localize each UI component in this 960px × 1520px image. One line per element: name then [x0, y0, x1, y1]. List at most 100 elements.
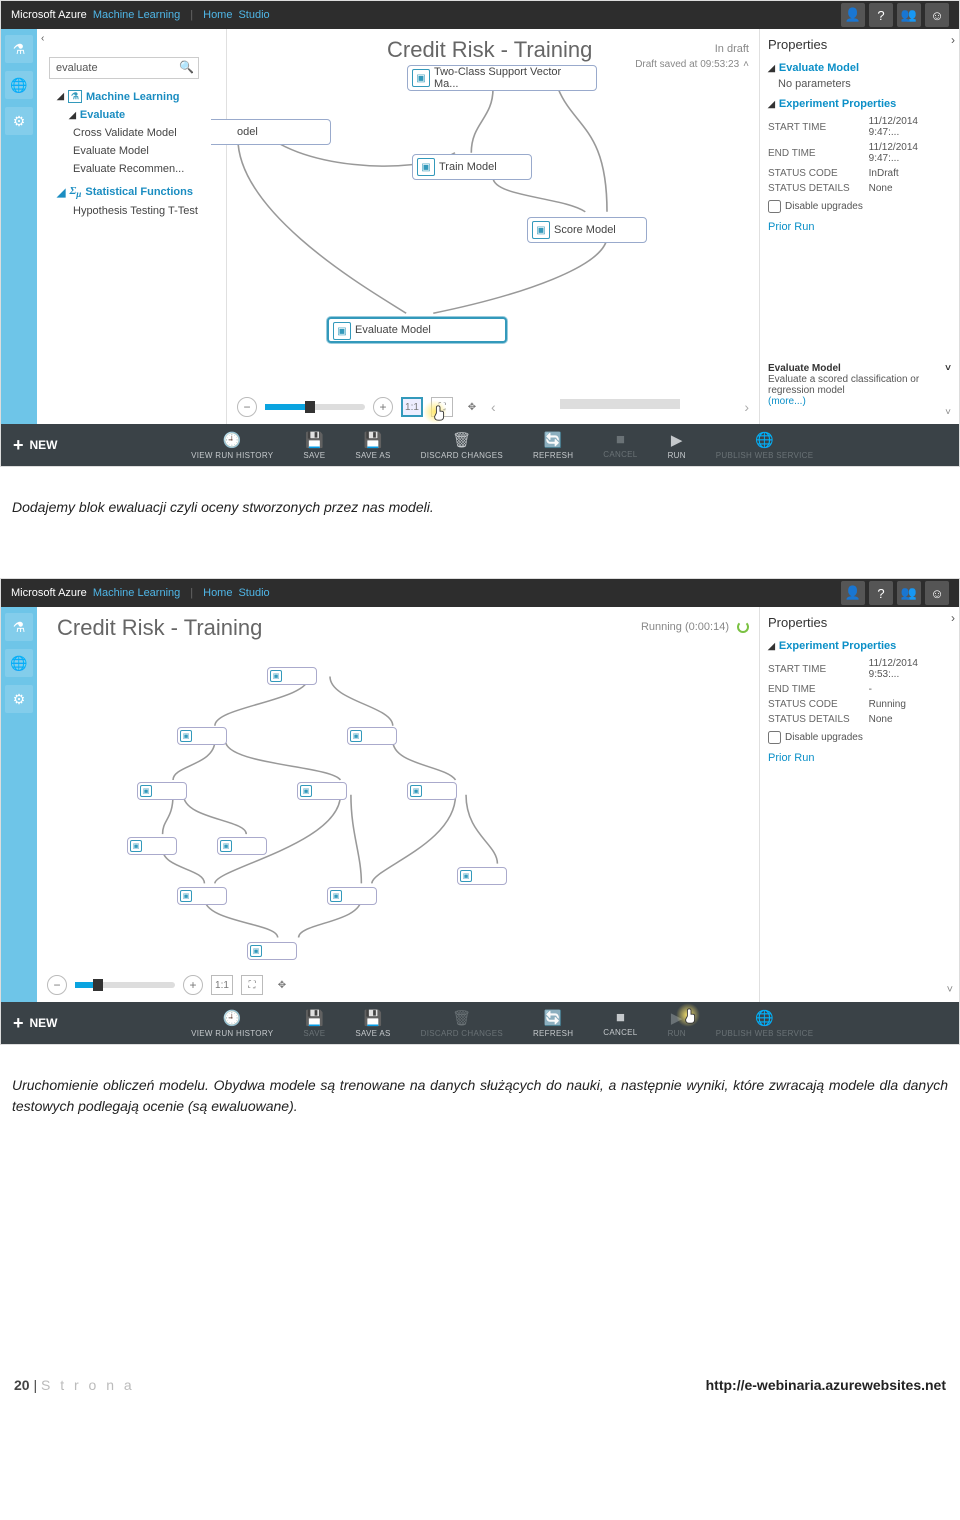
save-button[interactable]: 💾SAVE [303, 431, 325, 460]
publish-button[interactable]: 🌐PUBLISH WEB SERVICE [716, 1009, 814, 1038]
caption-1: Dodajemy blok ewaluacji czyli oceny stwo… [12, 497, 948, 518]
pan-button[interactable]: ✥ [271, 975, 293, 995]
nav-studio[interactable]: Studio [238, 587, 269, 599]
save-as-button[interactable]: 💾SAVE AS [355, 1009, 390, 1038]
zoom-slider[interactable] [265, 404, 365, 410]
module-palette: ‹ 🔍 ◢⚗Machine Learning ◢Evaluate Cross V… [37, 29, 227, 424]
view-run-history-button[interactable]: 🕘VIEW RUN HISTORY [191, 431, 273, 460]
globe-icon[interactable]: 🌐 [5, 71, 33, 99]
node-evaluate-model[interactable]: ▣Evaluate Model [327, 317, 507, 343]
help-icon[interactable]: ? [869, 581, 893, 605]
node-tiny[interactable]: ▣ [127, 837, 177, 855]
node-train-model[interactable]: ▣Train Model [412, 154, 532, 180]
tree-evaluate-group[interactable]: ◢Evaluate [47, 106, 220, 124]
experiment-canvas[interactable]: Credit Risk - Training In draft Draft sa… [227, 29, 759, 424]
tree-cross-validate[interactable]: Cross Validate Model [47, 124, 220, 142]
refresh-button[interactable]: 🔄REFRESH [533, 431, 573, 460]
cancel-button[interactable]: ■CANCEL [603, 431, 637, 460]
zoom-fit-button[interactable]: 1:1 [401, 397, 423, 417]
collapse-properties-icon[interactable]: › [951, 611, 955, 625]
node-tiny[interactable]: ▣ [177, 887, 227, 905]
node-tiny[interactable]: ▣ [297, 782, 347, 800]
node-tiny[interactable]: ▣ [267, 667, 317, 685]
prior-run-link[interactable]: Prior Run [768, 221, 951, 233]
smile-icon[interactable]: ☺ [925, 581, 949, 605]
zoom-slider[interactable] [75, 982, 175, 988]
scroll-left-icon[interactable]: ‹ [491, 399, 496, 415]
zoom-actual-button[interactable]: ⛶ [241, 975, 263, 995]
community-icon[interactable]: 👥 [897, 3, 921, 27]
node-tiny[interactable]: ▣ [457, 867, 507, 885]
chevron-down-icon[interactable]: ˅ [947, 984, 953, 996]
view-run-history-button[interactable]: 🕘VIEW RUN HISTORY [191, 1009, 273, 1038]
cancel-button[interactable]: ■CANCEL [603, 1009, 637, 1038]
disable-upgrades-checkbox[interactable]: Disable upgrades [768, 200, 951, 213]
flask-icon[interactable]: ⚗ [5, 613, 33, 641]
run-button[interactable]: ▶RUN [668, 431, 686, 460]
collapse-properties-icon[interactable]: › [951, 33, 955, 47]
node-tiny[interactable]: ▣ [137, 782, 187, 800]
gear-icon[interactable]: ⚙ [5, 685, 33, 713]
page-footer: 20 | S t r o n a http://e-webinaria.azur… [0, 1377, 960, 1413]
flask-icon[interactable]: ⚗ [5, 35, 33, 63]
experiment-canvas[interactable]: Credit Risk - Training Running (0:00:14) [37, 607, 759, 1002]
node-partial[interactable]: odel [211, 119, 331, 145]
user-icon[interactable]: 👤 [841, 3, 865, 27]
new-button[interactable]: +NEW [13, 1013, 58, 1034]
pan-button[interactable]: ✥ [461, 397, 483, 417]
save-button[interactable]: 💾SAVE [303, 1009, 325, 1038]
tree-statistical-functions[interactable]: ◢ΣμStatistical Functions [47, 182, 220, 202]
nav-home[interactable]: Home [203, 9, 232, 21]
collapse-palette-icon[interactable]: ‹ [41, 33, 44, 44]
chevron-down-icon[interactable]: ˅ [768, 407, 951, 418]
node-tiny[interactable]: ▣ [327, 887, 377, 905]
publish-button[interactable]: 🌐PUBLISH WEB SERVICE [716, 431, 814, 460]
refresh-button[interactable]: 🔄REFRESH [533, 1009, 573, 1038]
tree-evaluate-recommen[interactable]: Evaluate Recommen... [47, 160, 220, 178]
experiment-properties-section[interactable]: ◢Experiment Properties [768, 640, 951, 652]
evaluate-model-section[interactable]: ◢Evaluate Model [768, 62, 951, 74]
tree-evaluate-model[interactable]: Evaluate Model [47, 142, 220, 160]
smile-icon[interactable]: ☺ [925, 3, 949, 27]
node-tiny[interactable]: ▣ [247, 942, 297, 960]
azure-ml-screenshot-1: Microsoft Azure Machine Learning | Home … [0, 0, 960, 467]
left-rail: ⚗ 🌐 ⚙ [1, 607, 37, 1002]
more-link[interactable]: (more...) [768, 396, 806, 407]
properties-table: START TIME11/12/2014 9:53:... END TIME- … [768, 656, 951, 727]
zoom-in-button[interactable]: + [373, 397, 393, 417]
nav-studio[interactable]: Studio [238, 9, 269, 21]
tree-machine-learning[interactable]: ◢⚗Machine Learning [47, 87, 220, 106]
search-input[interactable] [49, 57, 199, 79]
discard-button[interactable]: 🗑DISCARD CHANGES [421, 431, 503, 460]
nav-home[interactable]: Home [203, 587, 232, 599]
disable-upgrades-checkbox[interactable]: Disable upgrades [768, 731, 951, 744]
node-svm[interactable]: ▣Two-Class Support Vector Ma... [407, 65, 597, 91]
save-as-button[interactable]: 💾SAVE AS [355, 431, 390, 460]
user-icon[interactable]: 👤 [841, 581, 865, 605]
tree-hypothesis[interactable]: Hypothesis Testing T-Test [47, 202, 220, 220]
community-icon[interactable]: 👥 [897, 581, 921, 605]
gear-icon[interactable]: ⚙ [5, 107, 33, 135]
new-button[interactable]: +NEW [13, 435, 58, 456]
discard-button[interactable]: 🗑DISCARD CHANGES [421, 1009, 503, 1038]
node-tiny[interactable]: ▣ [177, 727, 227, 745]
zoom-out-button[interactable]: − [47, 975, 67, 995]
node-score-model[interactable]: ▣Score Model [527, 217, 647, 243]
run-button[interactable]: ▶RUN [668, 1009, 686, 1038]
zoom-out-button[interactable]: − [237, 397, 257, 417]
node-tiny[interactable]: ▣ [347, 727, 397, 745]
globe-icon[interactable]: 🌐 [5, 649, 33, 677]
help-icon[interactable]: ? [869, 3, 893, 27]
zoom-in-button[interactable]: + [183, 975, 203, 995]
node-tiny[interactable]: ▣ [407, 782, 457, 800]
chevron-down-icon[interactable]: ˅ [945, 363, 951, 374]
zoom-fit-button[interactable]: 1:1 [211, 975, 233, 995]
scroll-right-icon[interactable]: › [744, 399, 749, 415]
node-tiny[interactable]: ▣ [217, 837, 267, 855]
experiment-properties-section[interactable]: ◢Experiment Properties [768, 98, 951, 110]
search-icon[interactable]: 🔍 [179, 60, 194, 74]
prior-run-link[interactable]: Prior Run [768, 752, 951, 764]
zoom-controls: − + 1:1 ⛶ ✥ [47, 972, 749, 998]
top-navbar: Microsoft Azure Machine Learning | Home … [1, 579, 959, 607]
action-bar: +NEW 🕘VIEW RUN HISTORY 💾SAVE 💾SAVE AS 🗑D… [1, 1002, 959, 1044]
